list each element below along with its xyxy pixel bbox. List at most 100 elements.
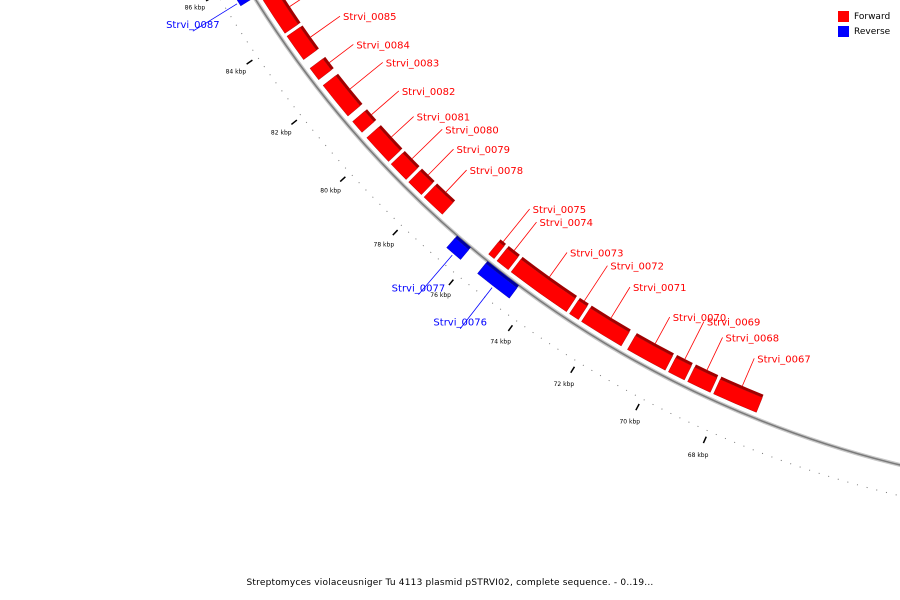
kbp-tick-mark (392, 229, 399, 236)
gene-label: Strvi_0076 (433, 318, 487, 329)
gene-label-leader (310, 15, 341, 38)
gene-shadow (419, 168, 435, 184)
gene-shadow (635, 333, 674, 357)
forward-swatch (838, 11, 849, 22)
kbp-tick-label: 84 kbp (226, 69, 247, 76)
kbp-tick-mark (635, 403, 640, 411)
gene-label-leader (513, 221, 537, 251)
gene-shadow (578, 297, 589, 307)
gene-label: Strvi_0084 (356, 40, 410, 51)
gene-label-leader (391, 116, 414, 138)
gene-arrow (423, 185, 454, 215)
gene-label-leader (502, 208, 530, 242)
kbp-tick-label: 76 kbp (430, 292, 451, 299)
gene-arrow (668, 357, 692, 381)
gene-label-leader (329, 44, 354, 63)
gene-arrow (236, 0, 251, 7)
gene-shadow (364, 109, 377, 122)
gene-arrow (477, 263, 518, 299)
gene-label-leader (610, 286, 631, 318)
gene-shadow (590, 305, 631, 333)
gene-shadow (694, 364, 719, 378)
gene-arrow (713, 379, 763, 413)
gene-arrow (569, 300, 588, 320)
gene-label-leader (549, 252, 568, 278)
gene-label: Strvi_0074 (540, 218, 594, 229)
gene-label: Strvi_0077 (392, 284, 446, 295)
gene-shadow (300, 25, 319, 51)
kbp-tick-label: 86 kbp (185, 5, 206, 12)
kbp-tick-label: 74 kbp (490, 339, 511, 346)
gene-shadow (675, 355, 693, 366)
gene-shadow (498, 239, 507, 247)
gene-shadow (485, 261, 519, 288)
gene-label-leader (411, 129, 443, 159)
gene-label-leader (445, 169, 467, 193)
kbp-tick-label: 72 kbp (554, 381, 575, 388)
gene-labels: Strvi_0067 Strvi_0068 Strvi_0069Strvi_0070… (166, 0, 811, 387)
gene-label: Strvi_0087 (166, 20, 220, 31)
gene-shadow (720, 376, 764, 398)
gene-label: Strvi_0067 (757, 354, 811, 365)
tick-dot-ring (220, 0, 900, 497)
kbp-tick-label: 70 kbp (619, 419, 640, 426)
legend-reverse: Reverse (838, 24, 890, 39)
gene-arrow (309, 58, 332, 81)
gene-shadow (335, 73, 363, 106)
gene-arrow (390, 152, 418, 180)
kbp-ticks: 68 kbp 70 kbp 72 kbp 74 kbp 76 kbp 78 kbp 80 k… (185, 0, 709, 459)
kbp-tick-mark (339, 176, 346, 183)
gene-shadow (402, 151, 420, 169)
gene-label-leader (741, 358, 755, 387)
gene-shadow (378, 125, 403, 151)
gene-features (236, 0, 764, 413)
gene-label-leader (371, 90, 400, 115)
legend-forward: Forward (838, 9, 890, 24)
gene-label: Strvi_0068 (726, 333, 780, 344)
gene-label: Strvi_0082 (402, 87, 456, 98)
gene-label: Strvi_0075 (533, 205, 587, 216)
gene-shadow (435, 183, 456, 203)
kbp-tick-label: 78 kbp (374, 242, 395, 249)
gene-label: Strvi_0078 (470, 166, 524, 177)
kbp-tick-mark (570, 366, 576, 374)
gene-label-leader (706, 337, 723, 371)
gene-label-leader (584, 265, 608, 302)
gene-arrow (496, 248, 519, 271)
gene-arrow (627, 335, 673, 371)
gene-arrow (408, 170, 433, 195)
gene-label-leader (684, 321, 705, 360)
gene-label: Strvi_0083 (386, 58, 440, 69)
gene-arrow (352, 110, 375, 133)
kbp-tick-mark (507, 324, 514, 332)
gene-label: Strvi_0080 (445, 125, 499, 136)
gene-label: Strvi_0072 (610, 262, 664, 273)
gene-shadow (281, 0, 301, 25)
reverse-swatch (838, 26, 849, 37)
legend-reverse-label: Reverse (854, 26, 891, 37)
gene-label: Strvi_0071 (633, 283, 687, 294)
gene-label: Strvi_0085 (343, 12, 397, 23)
gene-label-leader (192, 3, 238, 32)
gene-shadow (506, 246, 520, 258)
gene-label-leader (418, 254, 453, 295)
gene-shadow (455, 235, 471, 250)
gene-label-leader (459, 287, 493, 329)
gene-label: Strvi_0081 (417, 113, 471, 124)
kbp-tick-mark (702, 436, 707, 444)
gene-arrow (510, 258, 576, 312)
gene-arrow (286, 26, 317, 60)
legend-forward-label: Forward (854, 11, 891, 22)
legend: Forward Reverse (838, 9, 890, 39)
gene-arrow (581, 307, 630, 347)
gene-label: Strvi_0079 (457, 145, 511, 156)
gene-label-leader (349, 62, 383, 90)
kbp-tick-label: 68 kbp (688, 452, 709, 459)
gene-arrow (687, 366, 718, 393)
gene-label-leader (289, 0, 301, 7)
gene-label: Strvi_0069 (707, 318, 761, 329)
gene-arrow (488, 241, 505, 259)
gene-label-leader (654, 316, 671, 344)
kbp-tick-mark (246, 59, 253, 65)
